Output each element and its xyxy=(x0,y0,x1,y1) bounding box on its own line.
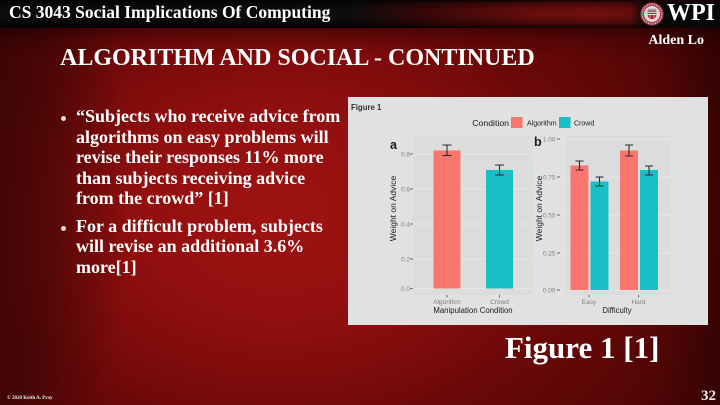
svg-text:0.4: 0.4 xyxy=(401,222,410,229)
svg-text:0.8: 0.8 xyxy=(401,152,410,159)
svg-text:Condition: Condition xyxy=(472,118,509,128)
svg-text:Easy: Easy xyxy=(582,299,597,306)
svg-text:Manipulation Condition: Manipulation Condition xyxy=(433,306,512,315)
svg-text:0.50: 0.50 xyxy=(543,213,556,220)
svg-text:Difficulty: Difficulty xyxy=(602,306,631,315)
svg-text:0.75: 0.75 xyxy=(543,175,556,182)
svg-text:Algorithm: Algorithm xyxy=(527,121,557,128)
svg-text:0.6: 0.6 xyxy=(401,187,410,194)
svg-text:a: a xyxy=(390,138,398,152)
svg-text:0.2: 0.2 xyxy=(401,257,410,264)
svg-text:Crowd: Crowd xyxy=(574,121,594,128)
svg-text:Weight on Advice: Weight on Advice xyxy=(388,175,398,241)
svg-text:0.0: 0.0 xyxy=(401,286,410,293)
svg-text:0.00: 0.00 xyxy=(543,288,556,295)
svg-text:0.25: 0.25 xyxy=(543,251,556,258)
svg-text:Hard: Hard xyxy=(631,299,645,306)
svg-text:1.00: 1.00 xyxy=(543,137,556,144)
svg-text:b: b xyxy=(534,135,542,149)
svg-text:Crowd: Crowd xyxy=(490,299,509,306)
svg-text:Weight on Advice: Weight on Advice xyxy=(534,175,544,241)
svg-text:Algorithm: Algorithm xyxy=(433,299,460,306)
svg-text:Figure 1: Figure 1 xyxy=(351,103,382,112)
